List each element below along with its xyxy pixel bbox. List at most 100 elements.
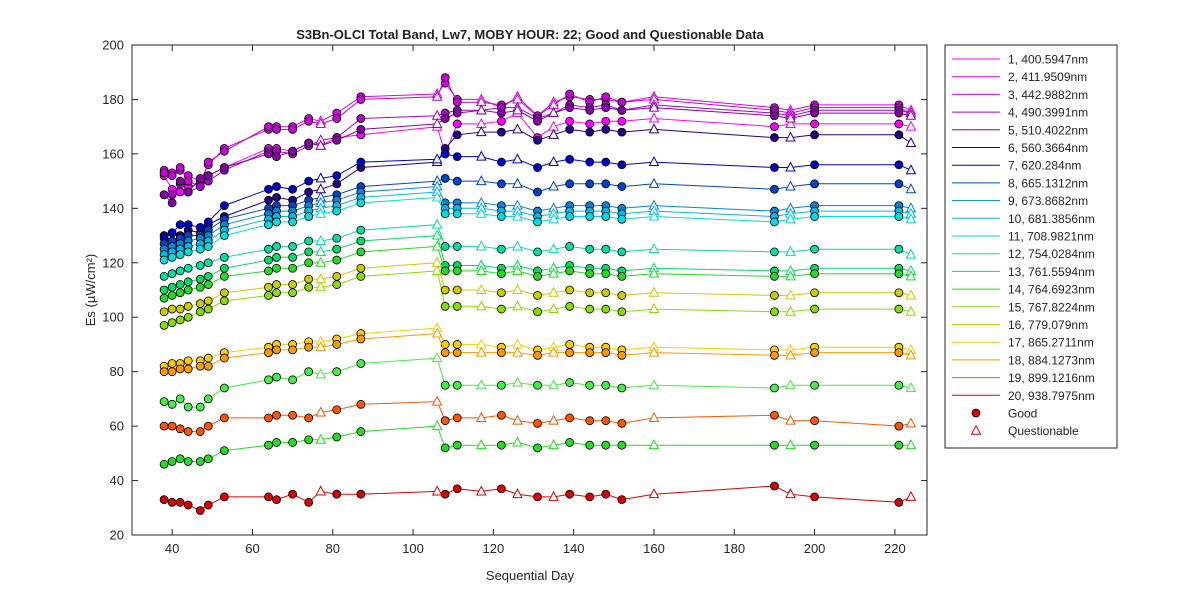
good-point [601,157,611,167]
questionable-point [512,210,523,221]
good-point [272,345,281,355]
good-point [332,233,342,243]
good-point [167,367,177,377]
questionable-point [512,177,523,188]
good-point [175,250,185,260]
x-tick-label: 220 [884,541,906,556]
legend-label: 10, 681.3856nm [1008,212,1095,226]
good-point [585,416,595,426]
good-point [272,182,281,191]
good-point [288,217,298,227]
good-point [195,261,205,270]
good-point [894,421,904,431]
good-point [533,291,542,300]
good-point [617,97,627,107]
good-point [452,380,462,390]
good-point [332,489,342,499]
legend-label: 4, 490.3991nm [1008,106,1088,120]
questionable-point [905,417,917,428]
good-point [272,372,281,382]
good-point [601,269,611,279]
good-point [533,380,542,390]
good-point [452,108,462,118]
good-point [533,492,542,502]
questionable-point [648,210,660,221]
good-point [203,394,213,404]
good-point [264,440,273,450]
good-point [356,198,366,208]
good-point [356,236,366,246]
good-point [496,380,506,390]
good-point [565,285,575,295]
x-tick-label: 200 [804,541,826,556]
good-point [565,89,575,99]
good-point [304,497,314,507]
good-point [264,348,273,358]
good-point [585,288,595,298]
good-point [167,228,177,238]
y-tick-label: 40 [110,473,124,488]
good-point [533,247,542,257]
questionable-point [785,180,796,191]
good-point [175,394,185,404]
good-point [452,348,462,358]
good-point [452,440,462,450]
good-point [533,271,542,281]
questionable-point [648,101,660,112]
good-point [770,440,779,450]
questionable-point [315,406,327,417]
good-point [894,269,904,279]
questionable-point [431,420,443,431]
good-point [894,119,904,129]
questionable-point [785,245,796,256]
good-point [219,353,229,363]
axis-ticks: 40 60 80 100 120 140 160 180 200 220 20 40 60 80 100 12… [102,38,927,556]
questionable-point [431,90,443,101]
good-point [356,124,366,134]
good-point [496,212,506,221]
good-point [159,307,169,317]
good-point [272,438,281,447]
good-point [770,247,779,257]
questionable-point [431,351,443,363]
good-point [617,271,627,281]
series-22 [159,420,917,469]
legend-label: 11, 708.9821nm [1008,230,1094,244]
good-point [452,242,462,251]
good-point [565,301,575,311]
legend-label: 12, 754.0284nm [1008,247,1095,261]
good-point [332,179,342,189]
good-point [219,231,229,240]
good-point [272,288,281,298]
good-point [332,255,342,265]
legend-label: 14, 764.6923nm [1008,283,1095,297]
good-point [585,212,595,221]
good-point [810,269,819,279]
good-point [617,127,627,137]
questionable-point [648,177,660,188]
good-point [288,184,298,194]
legend-label: 20, 938.7975nm [1008,389,1095,403]
legend-label: 1, 400.5947nm [1008,53,1088,67]
good-point [356,399,366,409]
questionable-point [548,346,559,357]
good-point [496,304,506,314]
series-layer [159,73,917,515]
questionable-point [512,376,523,387]
questionable-point [512,414,523,425]
good-point [356,334,366,344]
questionable-point [512,346,523,357]
good-point [601,489,611,499]
y-tick-label: 80 [110,364,124,379]
y-tick-label: 100 [102,310,124,325]
questionable-point [475,150,487,161]
questionable-point [905,305,917,316]
good-point [533,418,542,428]
questionable-point [512,300,523,311]
y-tick-label: 60 [110,419,124,434]
good-point [159,190,169,200]
good-point [496,179,506,189]
legend-label: Questionable [1008,424,1079,438]
questionable-point [905,183,917,194]
good-point [272,217,281,227]
